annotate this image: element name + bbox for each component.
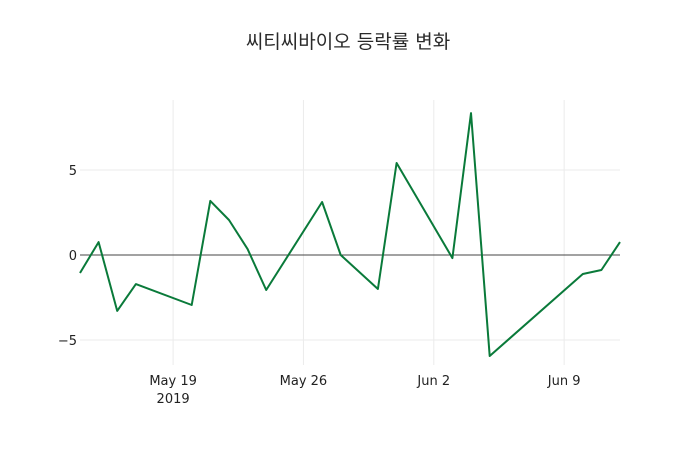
series-line[interactable]	[79, 112, 621, 357]
y-tick-label: −5	[58, 334, 77, 349]
grid-lines	[80, 100, 620, 365]
x-axis-ticks: May 19 2019 May 26 Jun 2 Jun 9	[149, 374, 580, 407]
x-tick-label: Jun 2	[416, 374, 450, 389]
x-tick-label: Jun 9	[547, 374, 581, 389]
y-tick-label: 5	[69, 164, 77, 179]
x-tick-label: May 26	[280, 374, 328, 389]
chart-title: 씨티씨바이오 등락률 변화	[246, 31, 450, 53]
x-tick-label: May 19	[149, 374, 197, 389]
y-axis-ticks: 5 0 −5	[58, 164, 77, 349]
y-tick-label: 0	[69, 249, 77, 264]
x-tick-sublabel: 2019	[157, 392, 190, 407]
